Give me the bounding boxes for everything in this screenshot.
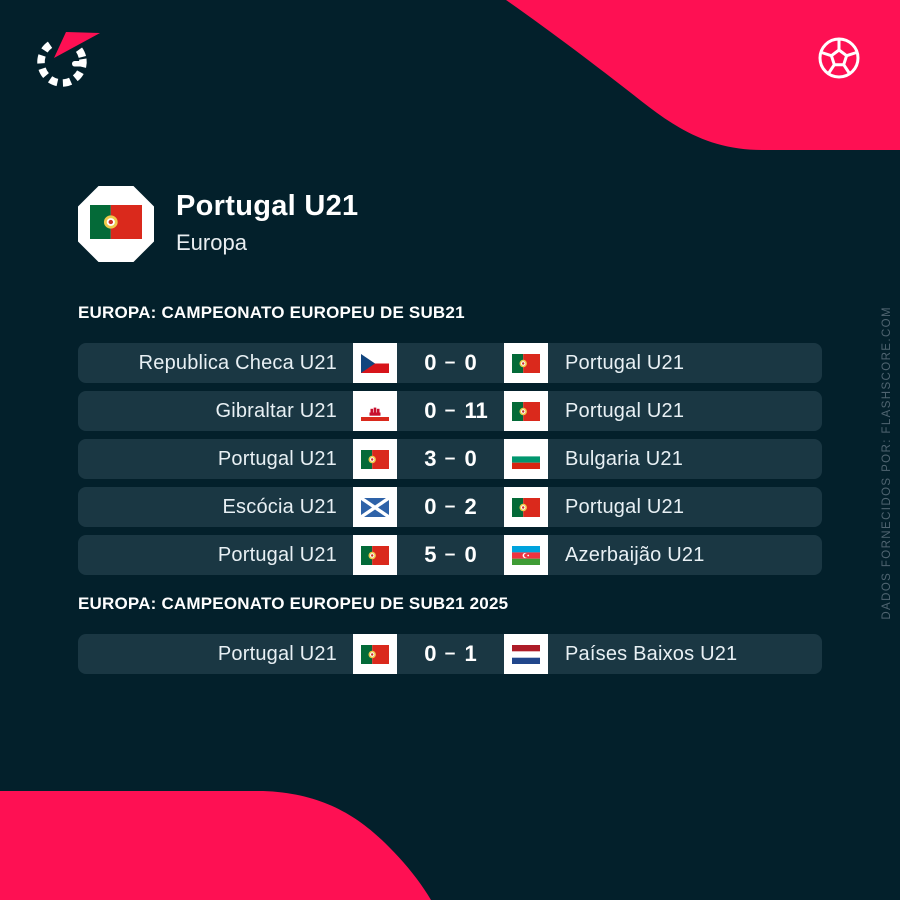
score: 3 – 0 <box>397 439 504 479</box>
page-title: Portugal U21 <box>176 190 359 222</box>
netherlands-flag-icon <box>512 644 540 664</box>
page-subtitle: Europa <box>176 230 247 255</box>
home-score: 0 <box>424 641 437 666</box>
away-score: 0 <box>464 446 477 471</box>
score-separator: – <box>444 496 456 517</box>
away-team-name: Portugal U21 <box>565 351 685 374</box>
home-flag-box <box>353 535 397 575</box>
home-flag-box <box>353 634 397 674</box>
away-team-cell: Azerbaijão U21 <box>548 535 822 575</box>
home-score: 3 <box>424 446 437 471</box>
home-team-cell: Gibraltar U21 <box>78 391 353 431</box>
bulgaria-flag-icon <box>512 449 540 469</box>
away-score: 0 <box>464 350 477 375</box>
away-score: 1 <box>464 641 477 666</box>
portugal-flag-icon <box>361 545 389 565</box>
portugal-flag-icon <box>361 644 389 664</box>
away-score: 11 <box>464 398 488 423</box>
home-team-name: Gibraltar U21 <box>215 399 337 422</box>
home-score: 0 <box>424 350 437 375</box>
home-flag-box <box>353 439 397 479</box>
match-row[interactable]: Republica Checa U21 0 – 0 Portug <box>78 343 822 383</box>
score-separator: – <box>444 643 456 664</box>
away-team-cell: Portugal U21 <box>548 391 822 431</box>
home-flag-box <box>353 343 397 383</box>
away-score: 0 <box>464 542 477 567</box>
home-team-cell: Portugal U21 <box>78 439 353 479</box>
away-team-cell: Bulgaria U21 <box>548 439 822 479</box>
away-flag-box <box>504 634 548 674</box>
score: 0 – 2 <box>397 487 504 527</box>
home-team-cell: Portugal U21 <box>78 535 353 575</box>
away-team-name: Azerbaijão U21 <box>565 543 705 566</box>
score-separator: – <box>444 544 456 565</box>
home-team-name: Republica Checa U21 <box>138 351 337 374</box>
home-team-name: Escócia U21 <box>222 495 337 518</box>
section: EUROPA: CAMPEONATO EUROPEU DE SUB21 2025… <box>78 591 822 674</box>
azerbaijan-flag-icon <box>512 545 540 565</box>
home-flag-box <box>353 487 397 527</box>
czech-republic-flag-icon <box>361 353 389 373</box>
portugal-flag-icon <box>512 353 540 373</box>
home-team-name: Portugal U21 <box>217 543 337 566</box>
away-flag-box <box>504 343 548 383</box>
pink-corner-bottom-left <box>0 791 431 900</box>
home-score: 0 <box>424 494 437 519</box>
match-row[interactable]: Gibraltar U21 0 – 11 <box>78 391 822 431</box>
watermark-area: DADOS FORNECIDOS POR: FLASHSCORE.COM <box>881 293 893 633</box>
away-team-cell: Portugal U21 <box>548 487 822 527</box>
home-team-cell: Escócia U21 <box>78 487 353 527</box>
match-row[interactable]: Escócia U21 0 – 2 <box>78 487 822 527</box>
home-team-name: Portugal U21 <box>217 447 337 470</box>
score: 0 – 1 <box>397 634 504 674</box>
scotland-flag-icon <box>361 497 389 517</box>
score: 0 – 0 <box>397 343 504 383</box>
away-score: 2 <box>464 494 477 519</box>
match-row[interactable]: Portugal U21 0 – 1 Países Baixos <box>78 634 822 674</box>
away-team-name: Portugal U21 <box>565 399 685 422</box>
away-flag-box <box>504 439 548 479</box>
match-row[interactable]: Portugal U21 5 – 0 <box>78 535 822 575</box>
away-flag-box <box>504 487 548 527</box>
away-flag-box <box>504 535 548 575</box>
home-team-cell: Republica Checa U21 <box>78 343 353 383</box>
score: 5 – 0 <box>397 535 504 575</box>
section-title: EUROPA: CAMPEONATO EUROPEU DE SUB21 <box>78 303 465 322</box>
home-flag-box <box>353 391 397 431</box>
score-separator: – <box>444 448 456 469</box>
portugal-flag-icon <box>512 497 540 517</box>
portugal-flag-icon <box>512 401 540 421</box>
home-team-cell: Portugal U21 <box>78 634 353 674</box>
away-team-name: Países Baixos U21 <box>565 642 738 665</box>
team-crest <box>78 186 154 262</box>
away-team-name: Portugal U21 <box>565 495 685 518</box>
away-team-cell: Países Baixos U21 <box>548 634 822 674</box>
gibraltar-flag-icon <box>361 401 389 421</box>
home-team-name: Portugal U21 <box>217 642 337 665</box>
portugal-flag-icon <box>361 449 389 469</box>
score-separator: – <box>444 400 456 421</box>
score: 0 – 11 <box>397 391 504 431</box>
flashscore-logo <box>37 30 100 87</box>
results-list: EUROPA: CAMPEONATO EUROPEU DE SUB21 Repu… <box>78 300 822 674</box>
score-separator: – <box>444 352 456 373</box>
section: EUROPA: CAMPEONATO EUROPEU DE SUB21 Repu… <box>78 300 822 575</box>
watermark-text: DADOS FORNECIDOS POR: FLASHSCORE.COM <box>881 306 893 620</box>
away-team-name: Bulgaria U21 <box>565 447 684 470</box>
section-title: EUROPA: CAMPEONATO EUROPEU DE SUB21 2025 <box>78 594 509 613</box>
football-icon <box>818 37 860 79</box>
match-row[interactable]: Portugal U21 3 – 0 Bulgaria U21 <box>78 439 822 479</box>
portugal-flag-icon <box>90 204 142 244</box>
home-score: 5 <box>424 542 437 567</box>
away-team-cell: Portugal U21 <box>548 343 822 383</box>
home-score: 0 <box>424 398 437 423</box>
away-flag-box <box>504 391 548 431</box>
